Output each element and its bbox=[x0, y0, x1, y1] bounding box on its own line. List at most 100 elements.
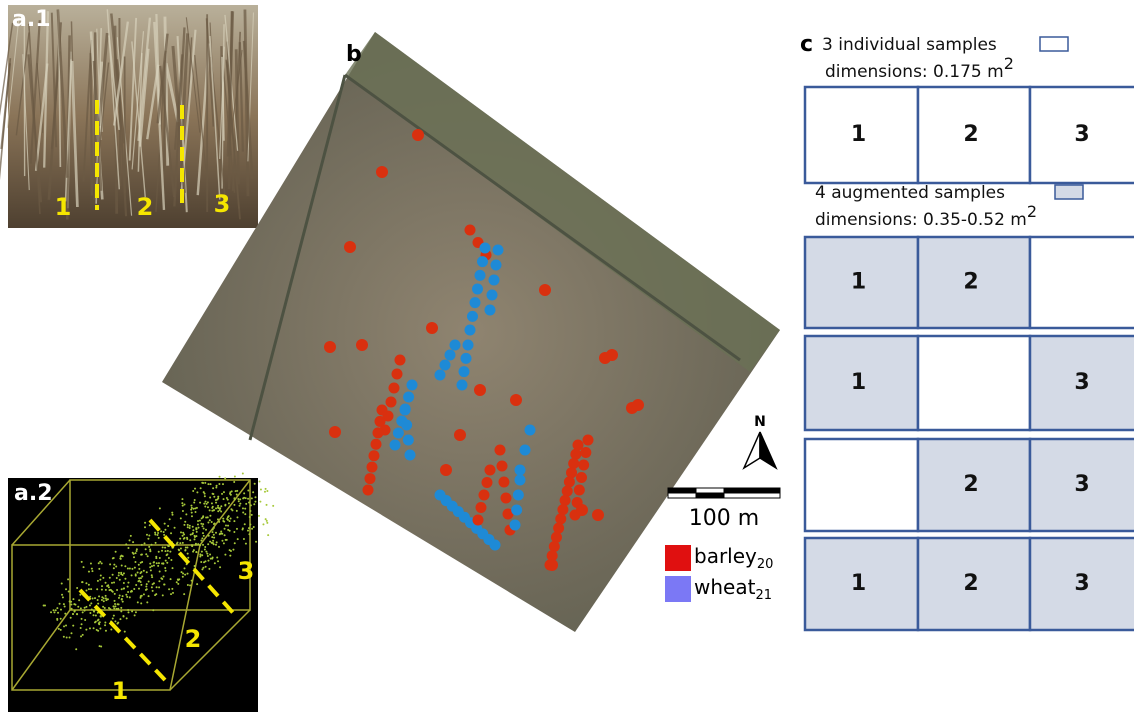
point bbox=[201, 525, 203, 527]
point bbox=[272, 505, 274, 507]
point bbox=[230, 508, 232, 510]
point bbox=[213, 496, 215, 498]
point bbox=[236, 490, 238, 492]
point bbox=[223, 542, 225, 544]
sample-point bbox=[386, 397, 397, 408]
sample-point bbox=[393, 428, 404, 439]
point bbox=[202, 544, 204, 546]
line-label: 2 bbox=[185, 625, 202, 653]
point bbox=[113, 615, 115, 617]
point bbox=[209, 515, 211, 517]
point bbox=[96, 588, 98, 590]
point bbox=[247, 530, 249, 532]
sample-point bbox=[606, 349, 618, 361]
point bbox=[136, 548, 138, 550]
point bbox=[158, 586, 160, 588]
point bbox=[172, 592, 174, 594]
point bbox=[145, 585, 147, 587]
point bbox=[114, 620, 116, 622]
sample-point bbox=[363, 485, 374, 496]
sample-point bbox=[440, 360, 451, 371]
sample-point bbox=[450, 340, 461, 351]
point bbox=[247, 498, 249, 500]
point bbox=[217, 510, 219, 512]
point bbox=[193, 501, 195, 503]
point bbox=[125, 543, 127, 545]
point bbox=[85, 629, 87, 631]
point bbox=[134, 567, 136, 569]
point bbox=[53, 609, 55, 611]
point bbox=[151, 586, 153, 588]
point bbox=[152, 590, 154, 592]
point bbox=[182, 535, 184, 537]
point bbox=[196, 583, 198, 585]
point bbox=[185, 513, 187, 515]
point bbox=[177, 583, 179, 585]
point bbox=[207, 543, 209, 545]
sample-point bbox=[373, 427, 384, 438]
point bbox=[212, 557, 214, 559]
point bbox=[156, 586, 158, 588]
individual-dimensions: dimensions: 0.175 m2 bbox=[825, 54, 1014, 83]
point bbox=[178, 549, 180, 551]
sample-point bbox=[576, 472, 587, 483]
point bbox=[259, 501, 261, 503]
point bbox=[81, 618, 83, 620]
point bbox=[224, 534, 226, 536]
point bbox=[80, 607, 82, 609]
legend-subscript: 21 bbox=[755, 588, 772, 603]
point bbox=[192, 490, 194, 492]
point bbox=[65, 624, 67, 626]
sample-point bbox=[555, 513, 566, 524]
point bbox=[109, 577, 111, 579]
sample-point bbox=[367, 462, 378, 473]
point bbox=[107, 584, 109, 586]
augmented-dimensions: dimensions: 0.35-0.52 m2 bbox=[815, 202, 1037, 231]
point bbox=[205, 529, 207, 531]
point bbox=[232, 549, 234, 551]
point bbox=[172, 567, 174, 569]
figure: a.1 1 2 3 a.2 1 2 3 b N bbox=[0, 0, 1134, 717]
panel-label: c bbox=[800, 32, 813, 57]
point bbox=[55, 609, 57, 611]
point bbox=[151, 565, 153, 567]
point bbox=[216, 485, 218, 487]
point bbox=[204, 546, 206, 548]
panel-a1: a.1 1 2 3 bbox=[0, 5, 258, 228]
exponent: 2 bbox=[1004, 54, 1014, 73]
point bbox=[234, 475, 236, 477]
point bbox=[78, 599, 80, 601]
sample-point bbox=[566, 467, 577, 478]
sample-point bbox=[495, 445, 506, 456]
point bbox=[153, 582, 155, 584]
sample-point bbox=[459, 366, 470, 377]
point bbox=[220, 510, 222, 512]
sample-point bbox=[473, 515, 484, 526]
point bbox=[207, 516, 209, 518]
point bbox=[184, 537, 186, 539]
point bbox=[149, 550, 151, 552]
point bbox=[116, 589, 118, 591]
point bbox=[171, 512, 173, 514]
point bbox=[110, 628, 112, 630]
sample-point bbox=[511, 505, 522, 516]
point bbox=[121, 598, 123, 600]
point bbox=[109, 589, 111, 591]
point bbox=[187, 573, 189, 575]
sample-point bbox=[403, 392, 414, 403]
point bbox=[122, 574, 124, 576]
point bbox=[105, 595, 107, 597]
point bbox=[244, 523, 246, 525]
point bbox=[144, 542, 146, 544]
point bbox=[184, 504, 186, 506]
point bbox=[133, 553, 135, 555]
sample-point bbox=[574, 485, 585, 496]
point bbox=[224, 554, 226, 556]
point bbox=[211, 536, 213, 538]
point bbox=[189, 539, 191, 541]
point bbox=[192, 529, 194, 531]
point bbox=[215, 507, 217, 509]
point bbox=[118, 603, 120, 605]
point bbox=[164, 567, 166, 569]
point bbox=[236, 528, 238, 530]
